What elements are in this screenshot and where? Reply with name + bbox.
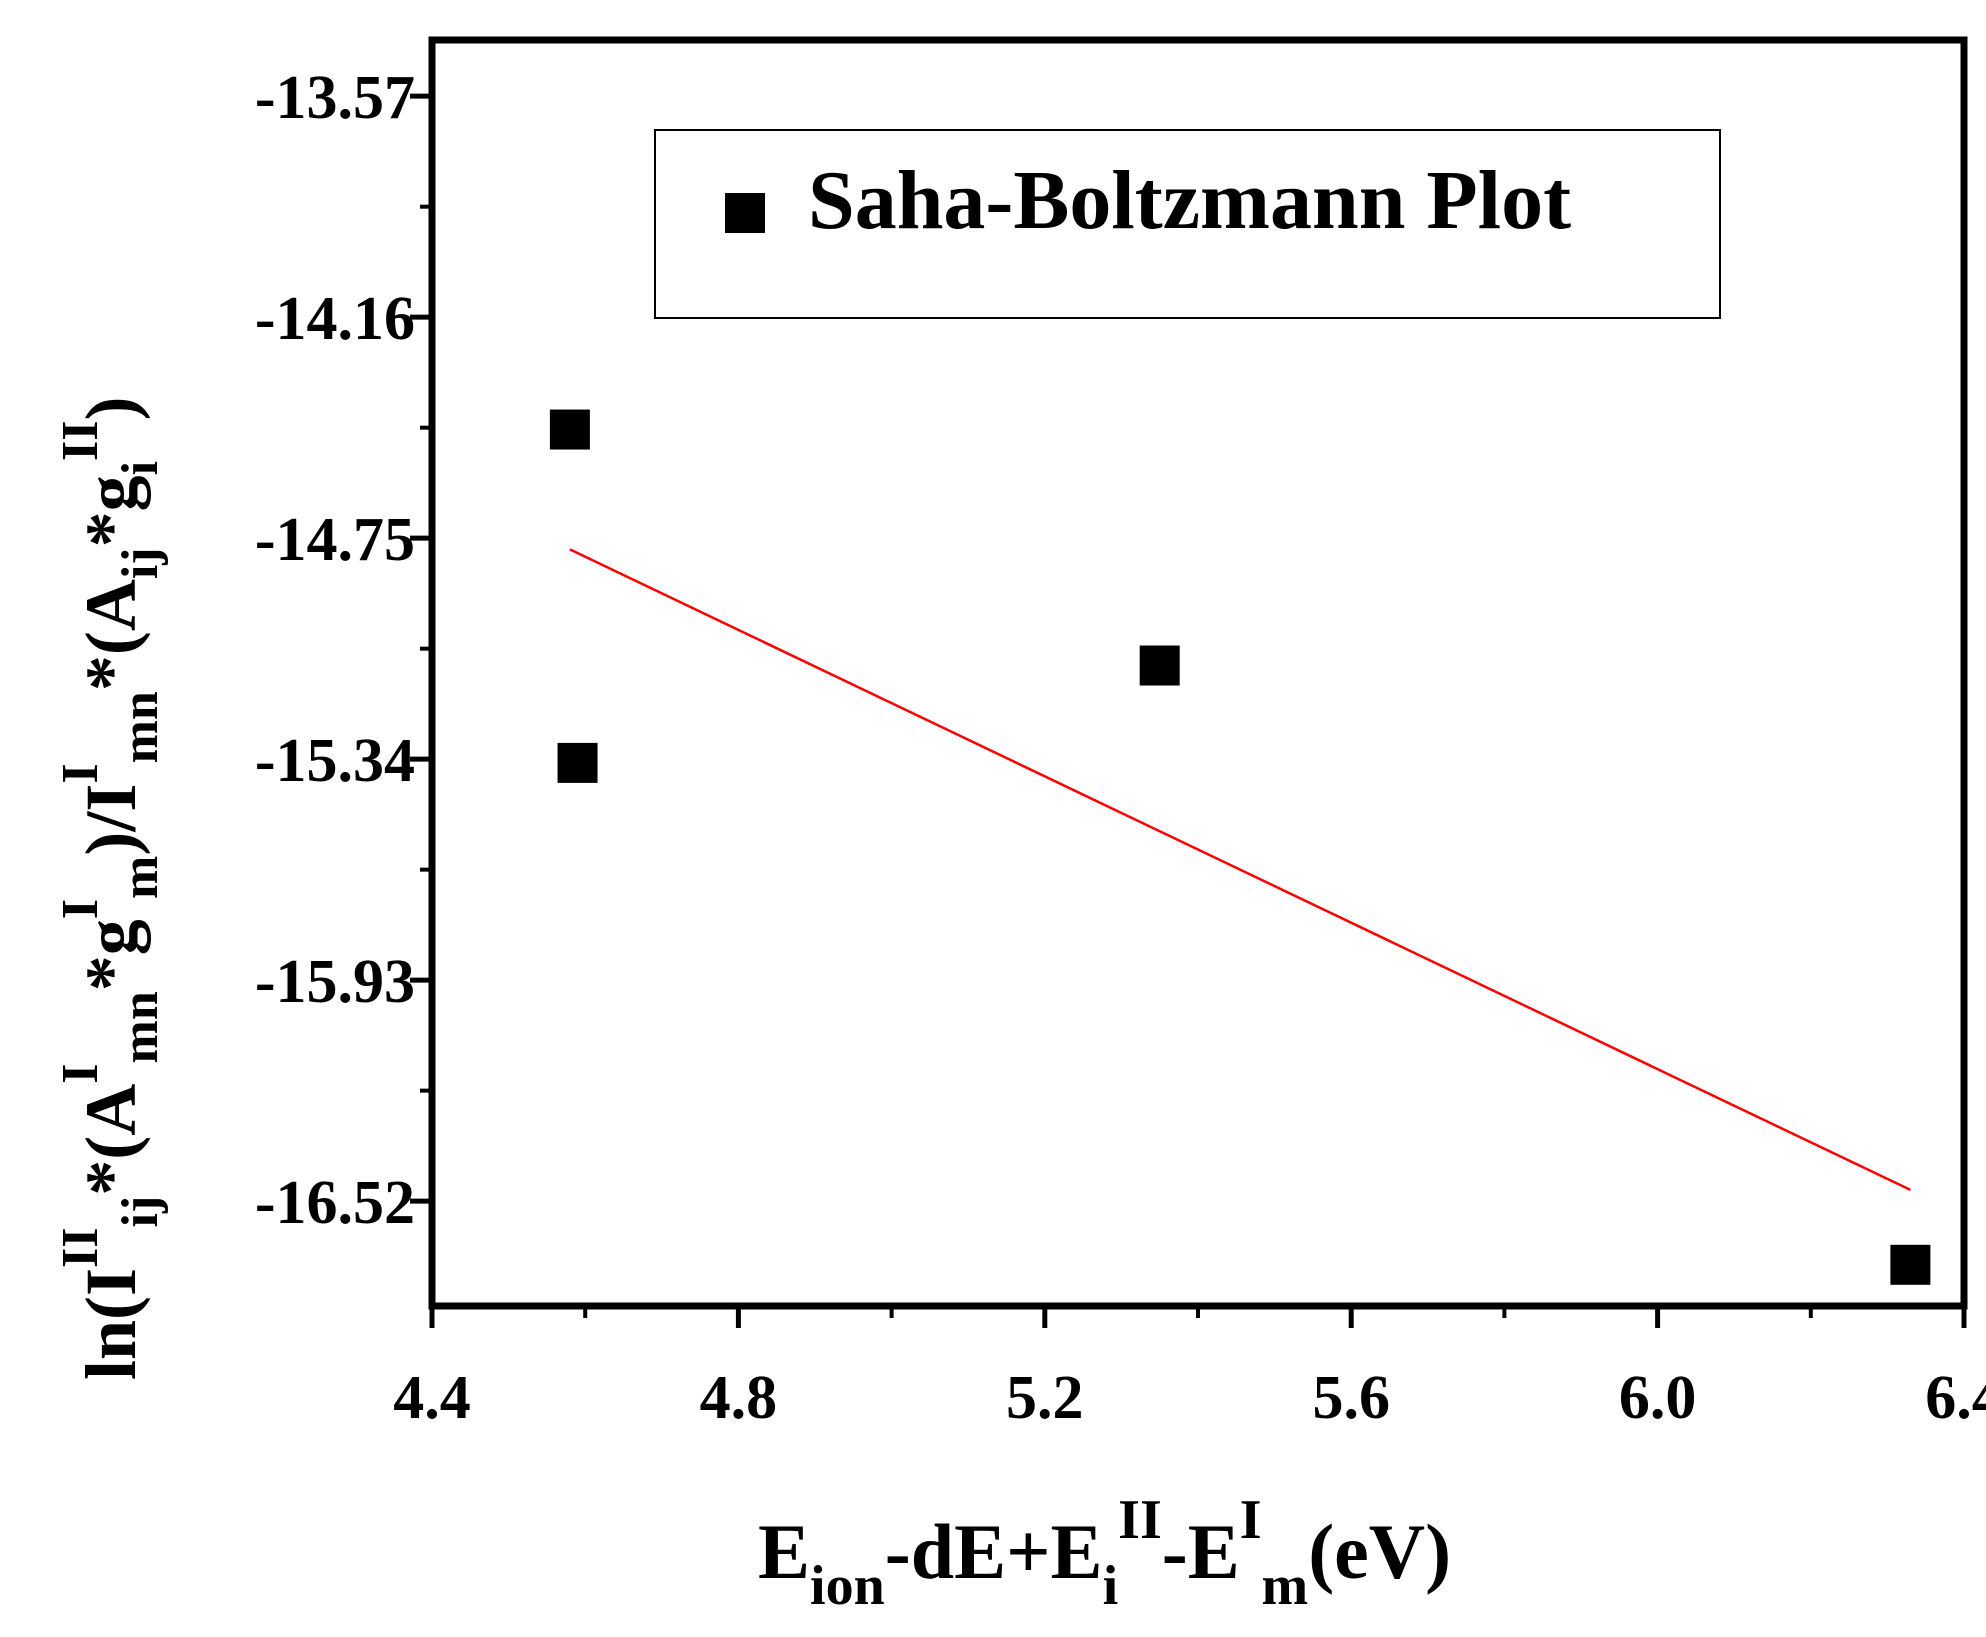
legend-label: Saha-Boltzmann Plot <box>808 154 1571 247</box>
y-tick-label: -16.52 <box>255 1169 415 1237</box>
y-axis-ticks: -13.57 -14.16 -14.75 -15.34 -15.93 -16.52 <box>255 64 432 1237</box>
x-tick-label: 6.0 <box>1619 1364 1697 1432</box>
data-point <box>1139 645 1180 686</box>
y-tick-label: -15.93 <box>255 948 415 1016</box>
legend-marker <box>725 193 765 233</box>
fit-line-layer <box>569 548 1911 1192</box>
data-point <box>1890 1244 1931 1285</box>
x-axis-label: Eion-dE+EiII-EIm(eV) <box>758 1489 1451 1617</box>
data-point <box>549 409 590 450</box>
x-tick-label: 4.4 <box>393 1364 471 1432</box>
x-tick-label: 5.2 <box>1006 1364 1084 1432</box>
x-axis-ticks: 4.4 4.8 5.2 5.6 6.0 6.4 <box>393 1306 1986 1432</box>
y-tick-label: -14.75 <box>255 506 415 574</box>
y-axis-label: ln(IIIij*(AImn*gIm)/IImn*(Aij*giII) <box>52 396 169 1380</box>
x-tick-label: 6.4 <box>1925 1364 1986 1432</box>
y-tick-label: -13.57 <box>255 64 415 132</box>
legend: Saha-Boltzmann Plot <box>654 129 1721 319</box>
fit-line <box>569 548 1911 1192</box>
y-tick-label: -15.34 <box>255 727 415 795</box>
x-tick-label: 5.6 <box>1312 1364 1390 1432</box>
x-tick-label: 4.8 <box>700 1364 778 1432</box>
y-tick-label: -14.16 <box>255 285 415 353</box>
legend-box <box>654 129 1721 319</box>
data-points-layer <box>549 409 1931 1285</box>
data-point <box>557 742 598 783</box>
